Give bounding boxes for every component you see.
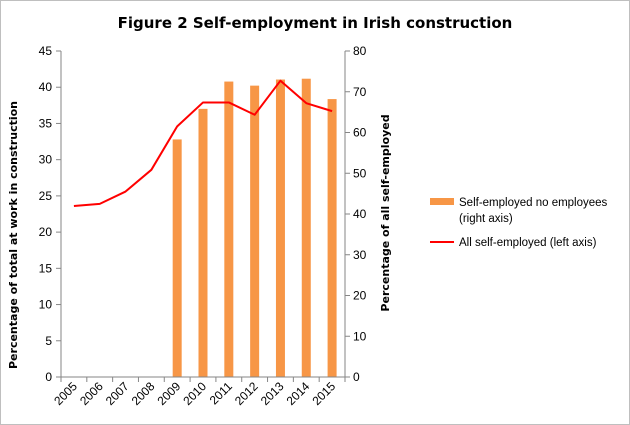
x-tick-label-2005: 2005 <box>51 379 80 408</box>
x-tick-label-2009: 2009 <box>155 379 184 408</box>
right-tick-label: 70 <box>353 85 367 99</box>
left-axis-title: Percentage of total at work in construct… <box>7 101 20 369</box>
legend-line-label: All self-employed (left axis) <box>459 237 597 249</box>
bar-2013 <box>275 79 285 377</box>
right-tick-label: 0 <box>353 370 360 384</box>
x-tick-label-2006: 2006 <box>77 379 106 408</box>
left-tick-label: 45 <box>39 44 53 58</box>
bar-2015 <box>327 99 337 377</box>
left-tick-label: 0 <box>45 370 52 384</box>
legend-bar-swatch <box>430 198 454 205</box>
right-axis-title: Percentage of all self-employed <box>379 114 392 311</box>
left-tick-label: 35 <box>39 116 53 130</box>
right-tick-label: 20 <box>353 289 367 303</box>
legend-bar-label: Self-employed no employees <box>459 197 608 209</box>
x-tick-label-2015: 2015 <box>309 379 338 408</box>
bar-2010 <box>198 108 208 378</box>
x-tick-label-2007: 2007 <box>103 379 132 408</box>
left-tick-label: 15 <box>39 261 53 275</box>
legend: Self-employed no employees (right axis) … <box>430 197 608 249</box>
left-tick-label: 5 <box>45 334 52 348</box>
right-tick-label: 30 <box>353 248 367 262</box>
right-tick-label: 50 <box>353 166 367 180</box>
right-tick-label: 10 <box>353 329 367 343</box>
left-tick-label: 30 <box>39 153 53 167</box>
left-tick-label: 25 <box>39 189 53 203</box>
x-tick-label-2012: 2012 <box>232 379 261 408</box>
right-tick-label: 80 <box>353 44 367 58</box>
legend-bar-label-line2: (right axis) <box>459 213 513 225</box>
x-tick-label-2011: 2011 <box>207 379 235 407</box>
bar-2014 <box>301 78 311 378</box>
x-tick-label-2010: 2010 <box>180 379 209 408</box>
right-tick-label: 60 <box>353 126 367 140</box>
bar-2011 <box>224 81 234 377</box>
bar-2009 <box>172 139 182 377</box>
chart-title: Figure 2 Self-employment in Irish constr… <box>118 14 513 32</box>
plot-area: 0510152025303540450102030405060708020052… <box>39 44 367 408</box>
left-tick-label: 10 <box>39 298 53 312</box>
x-tick-label-2013: 2013 <box>258 379 287 408</box>
right-tick-label: 40 <box>353 207 367 221</box>
left-tick-label: 40 <box>39 80 53 94</box>
left-tick-label: 20 <box>39 225 53 239</box>
x-tick-label-2014: 2014 <box>284 379 313 408</box>
bar-2012 <box>250 85 260 377</box>
x-tick-label-2008: 2008 <box>129 379 158 408</box>
